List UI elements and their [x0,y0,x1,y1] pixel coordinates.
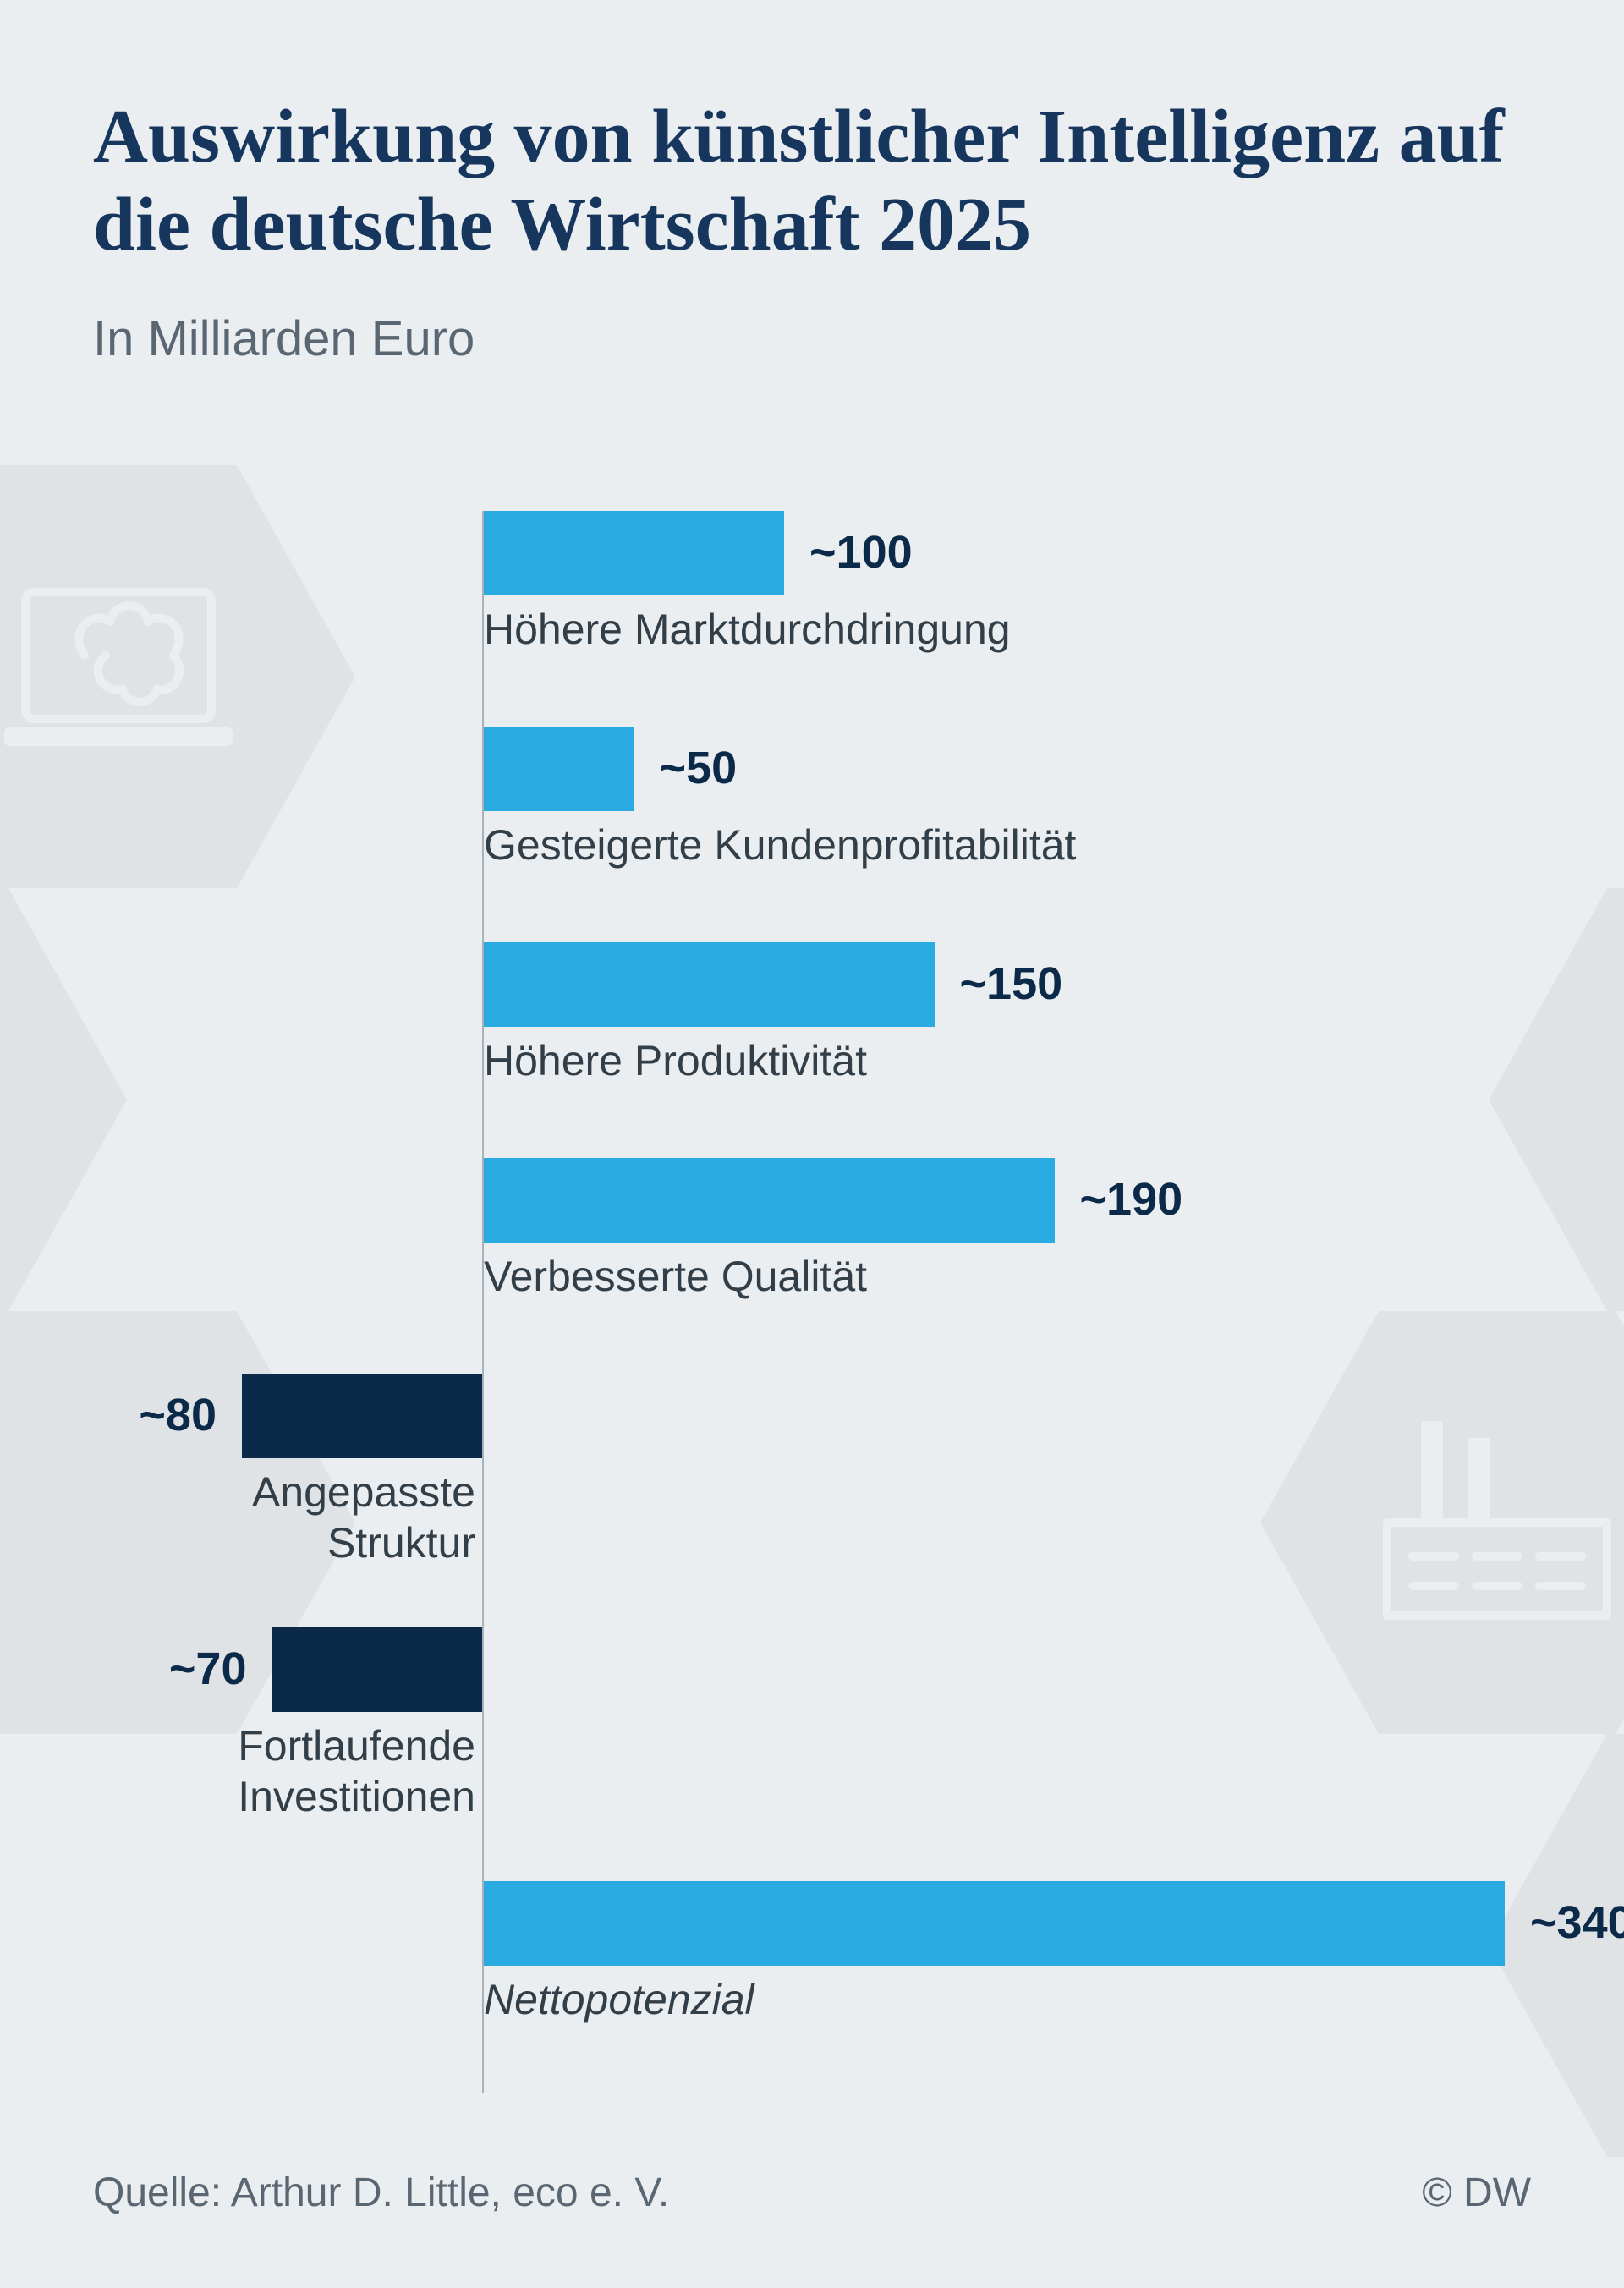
bar [484,727,634,811]
bar [242,1374,482,1458]
bar-value-label: ~100 [809,526,913,579]
bar-value-label: ~340 [1530,1896,1624,1949]
bar-category-label: Fortlaufende Investitionen [238,1720,475,1822]
chart-area: ~100 Höhere Marktdurchdringung ~50 Gesteige… [93,511,1531,2093]
bar-category-label: Angepasste Struktur [252,1467,475,1568]
bar [484,511,784,595]
bar [272,1627,483,1712]
chart-title: Auswirkung von künstlicher Intelligenz a… [93,93,1531,268]
copyright-text: © DW [1422,2170,1531,2216]
source-text: Quelle: Arthur D. Little, eco e. V. [93,2170,669,2216]
bar [484,942,935,1027]
bar-value-label: ~190 [1080,1173,1183,1226]
bar-category-label: Verbesserte Qualität [484,1251,867,1302]
bar-category-label: Höhere Produktivität [484,1035,867,1086]
bar-value-label: ~50 [660,742,738,794]
bar-value-label: ~150 [960,957,1063,1010]
bar-value-label: ~70 [169,1643,247,1695]
infographic-container: Auswirkung von künstlicher Intelligenz a… [0,0,1624,2288]
chart-footer: Quelle: Arthur D. Little, eco e. V. © DW [93,2170,1531,2216]
bar-category-label: Höhere Marktdurchdringung [484,604,1011,655]
chart-subtitle: In Milliarden Euro [93,310,1531,367]
bar [484,1158,1055,1243]
bar-category-label: Nettopotenzial [484,1974,754,2025]
bar-category-label: Gesteigerte Kundenprofitabilität [484,820,1076,870]
bar [484,1881,1505,1966]
bar-value-label: ~80 [139,1389,217,1441]
